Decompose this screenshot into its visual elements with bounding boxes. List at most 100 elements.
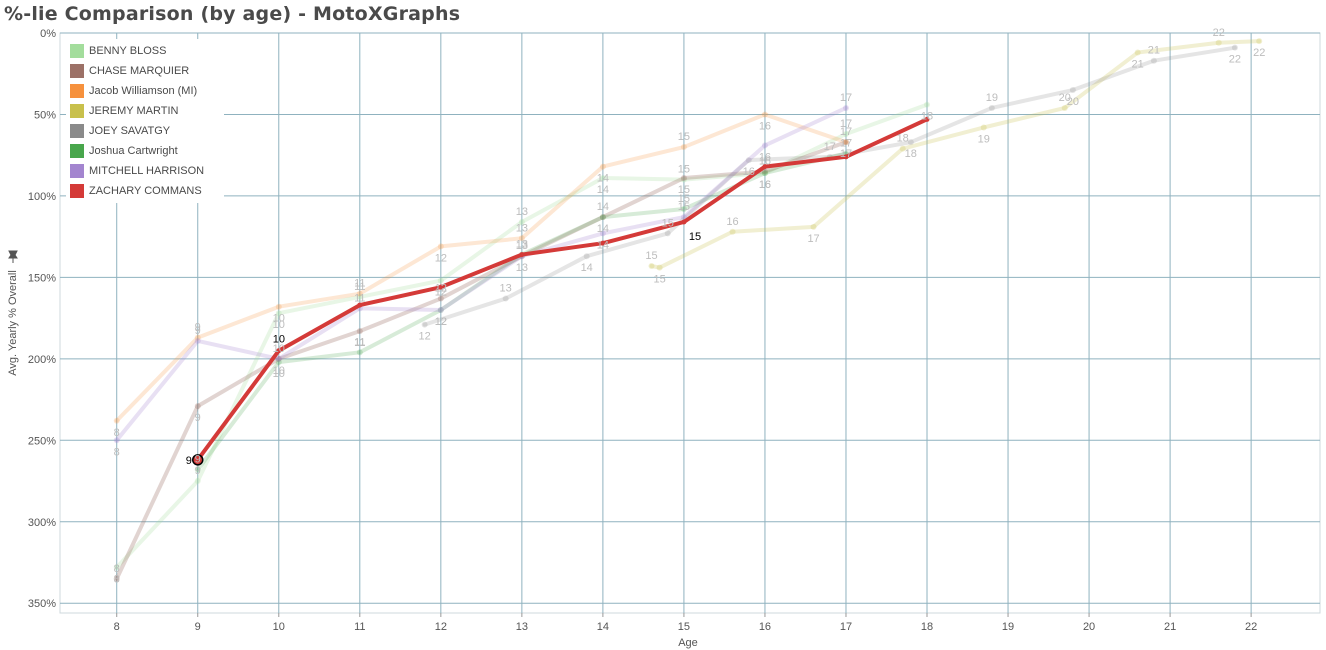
data-point[interactable] [680, 144, 687, 151]
data-point[interactable] [194, 334, 201, 341]
data-point[interactable] [761, 170, 768, 177]
data-point[interactable] [519, 252, 525, 258]
chart-legend[interactable]: BENNY BLOSS CHASE MARQUIER Jacob Williamso… [66, 39, 224, 203]
data-point[interactable] [113, 417, 120, 424]
data-point[interactable] [761, 142, 768, 149]
data-point[interactable] [356, 290, 363, 297]
legend-item[interactable]: MITCHELL HARRISON [70, 161, 220, 181]
data-point[interactable] [437, 306, 444, 313]
legend-item[interactable]: JOEY SAVATGY [70, 121, 220, 141]
data-point[interactable] [599, 214, 606, 221]
series-line-joey-savatgy[interactable] [422, 45, 1237, 327]
x-tick-label: 16 [759, 621, 771, 633]
data-point[interactable] [843, 154, 849, 160]
data-point[interactable] [899, 145, 906, 152]
data-point[interactable] [194, 478, 201, 485]
data-point[interactable] [1231, 44, 1238, 51]
data-point[interactable] [842, 139, 849, 146]
data-point[interactable] [518, 235, 525, 242]
data-point[interactable] [680, 175, 687, 181]
data-point[interactable] [194, 466, 201, 473]
selected-point[interactable] [191, 454, 204, 466]
data-point[interactable] [842, 139, 849, 146]
data-point[interactable] [437, 306, 444, 313]
y-tick-label: 100% [28, 191, 56, 203]
data-point[interactable] [438, 284, 444, 290]
data-point[interactable] [275, 303, 282, 310]
data-point[interactable] [275, 310, 282, 317]
data-point[interactable] [680, 205, 687, 212]
data-point[interactable] [680, 176, 687, 183]
data-point[interactable] [599, 175, 606, 181]
legend-item[interactable]: Joshua Cartwright [70, 141, 220, 161]
data-point[interactable] [810, 223, 817, 230]
data-point[interactable] [761, 111, 768, 118]
data-point[interactable] [113, 564, 120, 571]
pin-icon[interactable] [8, 250, 18, 263]
data-point[interactable] [762, 164, 768, 170]
data-point[interactable] [599, 230, 606, 237]
series-line-jacob-williamson-mi[interactable] [114, 112, 848, 423]
data-point[interactable] [356, 349, 363, 356]
data-point[interactable] [1134, 49, 1141, 56]
data-point[interactable] [275, 355, 282, 362]
legend-item[interactable]: CHASE MARQUIER [70, 61, 220, 81]
legend-item[interactable]: Jacob Williamson (MI) [70, 81, 220, 101]
point-label: 14 [597, 239, 609, 251]
data-point[interactable] [437, 295, 444, 302]
data-point[interactable] [275, 359, 282, 366]
data-point[interactable] [729, 228, 736, 235]
data-point[interactable] [437, 243, 444, 250]
legend-item[interactable]: BENNY BLOSS [70, 41, 220, 61]
data-point[interactable] [745, 157, 752, 164]
data-point[interactable] [518, 218, 525, 225]
x-axis-ticks: 8 9 10 11 12 13 14 15 16 17 18 19 20 21 22 [114, 613, 1257, 633]
data-point[interactable] [583, 253, 590, 260]
data-point[interactable] [1256, 38, 1263, 45]
series-line-chase-marquier[interactable] [114, 140, 848, 581]
data-point[interactable] [907, 139, 914, 146]
data-point[interactable] [842, 131, 849, 138]
data-point[interactable] [681, 219, 687, 225]
data-point[interactable] [276, 348, 282, 354]
series-line-jeremy-martin[interactable] [649, 39, 1262, 270]
data-point[interactable] [924, 101, 931, 108]
point-label: 14 [597, 173, 609, 185]
point-label: 16 [759, 151, 771, 163]
data-point[interactable] [599, 214, 606, 221]
data-point[interactable] [842, 104, 849, 111]
data-point[interactable] [599, 163, 606, 170]
legend-swatch [70, 44, 84, 58]
data-point[interactable] [194, 403, 201, 410]
data-point[interactable] [664, 230, 671, 237]
data-point[interactable] [194, 337, 201, 344]
data-point[interactable] [275, 355, 282, 362]
data-point[interactable] [1215, 39, 1222, 46]
series-line-mitchell-harrison[interactable] [114, 105, 848, 443]
data-point[interactable] [1150, 57, 1157, 64]
series-line-benny-bloss[interactable] [114, 102, 930, 570]
data-point[interactable] [502, 295, 509, 302]
grid-lines [59, 32, 1321, 614]
data-point[interactable] [421, 321, 428, 328]
data-point[interactable] [988, 104, 995, 111]
series-line-zachary-commans[interactable] [195, 117, 930, 462]
data-point[interactable] [113, 437, 120, 444]
data-point[interactable] [113, 575, 120, 582]
y-tick-label: 350% [28, 598, 56, 610]
data-point[interactable] [980, 124, 987, 131]
data-point[interactable] [356, 328, 363, 335]
data-point[interactable] [1061, 104, 1068, 111]
legend-item[interactable]: JEREMY MARTIN [70, 101, 220, 121]
data-point[interactable] [1069, 87, 1076, 94]
data-point[interactable] [656, 264, 663, 271]
data-point[interactable] [648, 262, 655, 269]
data-point[interactable] [761, 170, 768, 177]
legend-item[interactable]: ZACHARY COMMANS [70, 181, 220, 201]
data-point[interactable] [356, 293, 363, 300]
data-point[interactable] [357, 302, 363, 308]
data-point[interactable] [437, 277, 444, 284]
data-point[interactable] [924, 116, 930, 122]
data-point[interactable] [600, 240, 606, 246]
